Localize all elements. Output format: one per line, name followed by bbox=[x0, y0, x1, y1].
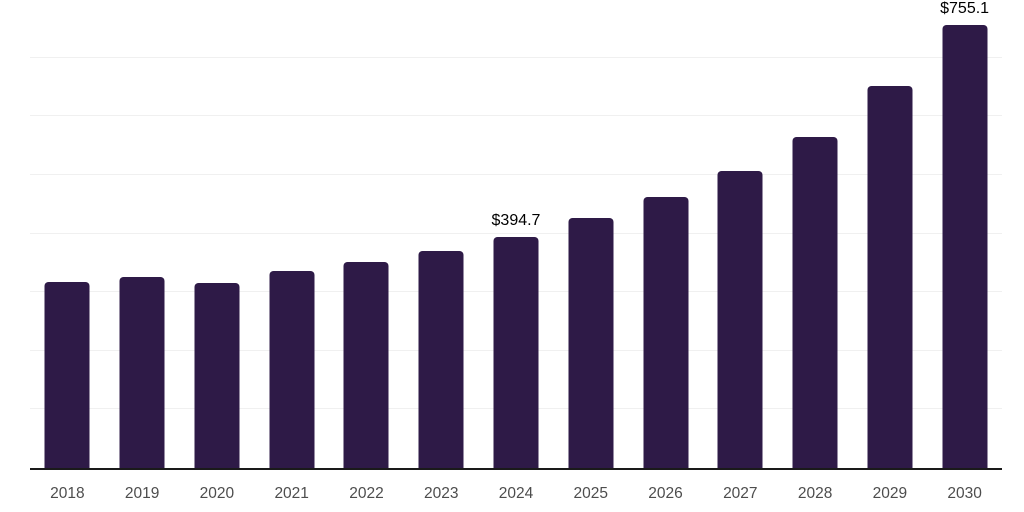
x-tick-label-2030: 2030 bbox=[947, 485, 982, 502]
bar-slot-2021 bbox=[254, 1, 329, 468]
bar-2022 bbox=[343, 262, 389, 468]
x-tick-label-2027: 2027 bbox=[723, 485, 758, 502]
gridline-600 bbox=[30, 115, 1002, 117]
x-tick-label-2025: 2025 bbox=[573, 485, 608, 502]
bar-2030 bbox=[942, 25, 988, 468]
x-tick-label-2022: 2022 bbox=[349, 485, 384, 502]
gridline-400 bbox=[30, 232, 1002, 234]
bar-2019 bbox=[119, 277, 165, 468]
bar-2024 bbox=[493, 236, 539, 468]
bar-slot-2018 bbox=[30, 1, 105, 468]
x-axis-labels: 2018 2019 2020 2021 2022 2023 2024 2025 2026 2027… bbox=[30, 484, 1002, 504]
bar-slot-2026 bbox=[628, 1, 703, 468]
x-tick-label-2024: 2024 bbox=[498, 485, 534, 502]
x-tick-label-2020: 2020 bbox=[199, 485, 235, 502]
x-tick-label-2021: 2021 bbox=[274, 485, 309, 502]
gridline-500 bbox=[30, 173, 1002, 175]
data-label-2030: $755.1 bbox=[940, 0, 990, 18]
bar-2021 bbox=[269, 271, 315, 468]
bar-slot-2027 bbox=[703, 1, 778, 468]
x-tick-label-2029: 2029 bbox=[872, 485, 908, 502]
bar-2018 bbox=[44, 281, 90, 468]
bar-slot-2025 bbox=[553, 1, 628, 468]
bar-slot-2019 bbox=[105, 1, 180, 468]
bar-slot-2023 bbox=[404, 1, 479, 468]
x-tick-label-2019: 2019 bbox=[124, 485, 160, 502]
bar-2023 bbox=[418, 251, 464, 468]
bar-slot-2020 bbox=[180, 1, 255, 468]
bar-slot-2022 bbox=[329, 1, 404, 468]
bar-2020 bbox=[194, 283, 240, 468]
bar-2027 bbox=[717, 170, 763, 468]
bar-2028 bbox=[792, 137, 838, 468]
bar-slot-2028 bbox=[778, 1, 853, 468]
bar-slot-2030: $755.1 bbox=[927, 1, 1002, 468]
gridline-700 bbox=[30, 56, 1002, 58]
x-tick-label-2026: 2026 bbox=[648, 485, 683, 502]
bar-slot-2029 bbox=[852, 1, 927, 468]
bar-slot-2024: $394.7 bbox=[479, 1, 554, 468]
bar-2029 bbox=[867, 86, 913, 468]
plot-area: $394.7 $755.1 bbox=[30, 1, 1002, 470]
bar-2025 bbox=[568, 218, 614, 468]
data-label-2024: $394.7 bbox=[491, 211, 541, 229]
x-tick-label-2023: 2023 bbox=[423, 485, 459, 502]
bar-2026 bbox=[643, 196, 689, 468]
x-tick-label-2028: 2028 bbox=[797, 485, 833, 502]
x-tick-label-2018: 2018 bbox=[50, 485, 85, 502]
